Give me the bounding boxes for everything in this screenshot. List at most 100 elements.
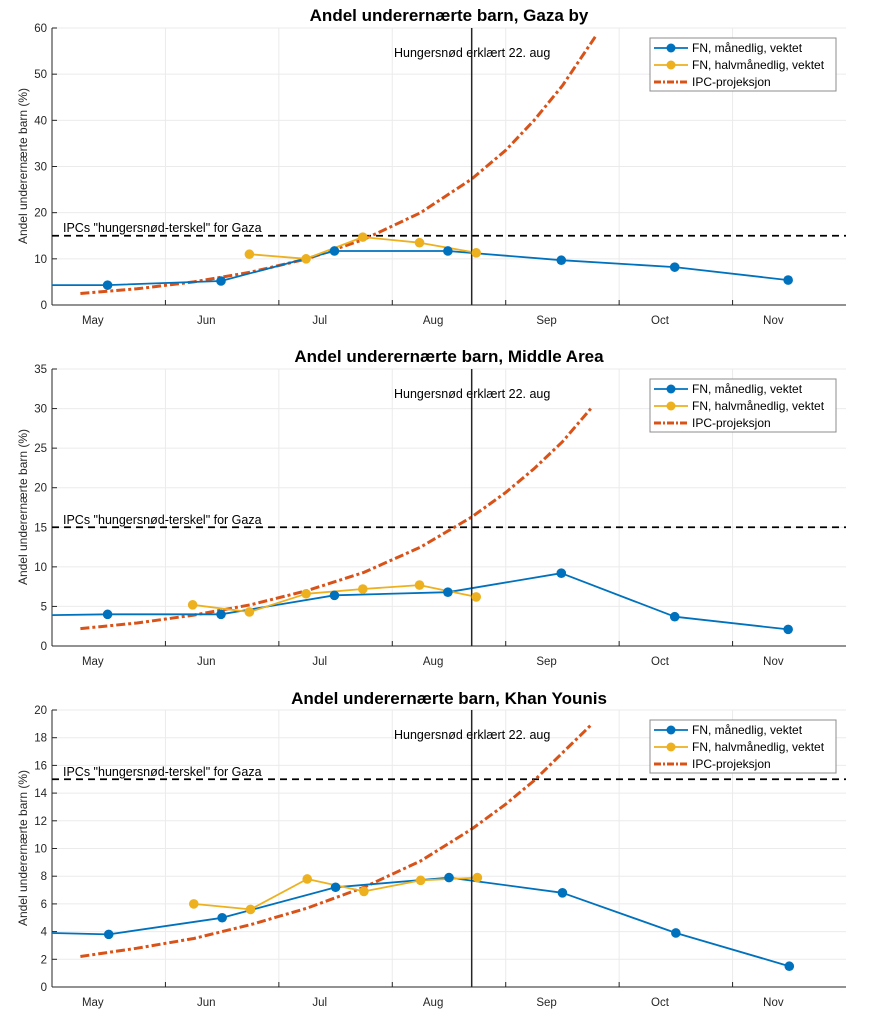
halfmonthly-point (359, 886, 369, 897)
monthly-point (217, 912, 227, 923)
x-tick-label: Oct (651, 315, 670, 327)
monthly-point (102, 609, 113, 620)
monthly-point (556, 255, 567, 266)
y-tick-label: 6 (41, 899, 47, 911)
threshold-label: IPCs "hungersnød-terskel" for Gaza (63, 765, 262, 779)
y-axis-label: Andel underernærte barn (%) (16, 770, 30, 926)
monthly-point (556, 568, 567, 578)
halfmonthly-point (357, 232, 368, 242)
legend-swatch-marker (666, 742, 676, 752)
halfmonthly-point (414, 237, 425, 248)
halfmonthly-point (357, 584, 368, 594)
x-tick-label: May (82, 997, 104, 1009)
x-tick-label: Oct (651, 997, 670, 1009)
monthly-point (329, 590, 340, 601)
y-tick-label: 18 (34, 733, 47, 745)
legend-swatch-marker (666, 401, 676, 411)
legend-label: FN, halvmånedlig, vektet (692, 399, 825, 413)
legend: FN, månedlig, vektet FN, halvmånedlig, ve… (649, 378, 837, 433)
x-tick-label: May (82, 315, 104, 327)
x-tick-label: Jun (197, 997, 216, 1009)
halfmonthly-point (301, 254, 311, 264)
monthly-point (329, 246, 340, 256)
y-tick-label: 30 (34, 404, 47, 416)
y-tick-label: 30 (34, 162, 47, 174)
monthly-point (557, 888, 568, 898)
x-tick-label: Sep (536, 656, 556, 668)
vline-label: Hungersnød erklært 22. aug (394, 46, 550, 60)
chart-title: Andel underernærte barn, Khan Younis (291, 689, 607, 708)
legend-label: FN, månedlig, vektet (692, 41, 803, 55)
monthly-point (783, 624, 793, 635)
monthly-point (671, 928, 681, 938)
y-tick-label: 35 (34, 364, 47, 376)
halfmonthly-point (302, 874, 313, 884)
y-tick-label: 12 (34, 816, 47, 828)
monthly-point (783, 275, 793, 285)
x-tick-label: Jul (312, 656, 327, 668)
x-tick-label: Aug (423, 997, 443, 1009)
monthly-point (669, 262, 680, 272)
y-tick-label: 15 (34, 522, 47, 534)
y-tick-label: 16 (34, 760, 47, 772)
legend-label: FN, månedlig, vektet (692, 382, 803, 396)
monthly-point (102, 280, 113, 290)
halfmonthly-point (301, 588, 311, 599)
x-tick-label: Aug (423, 656, 443, 668)
y-tick-label: 2 (41, 954, 47, 966)
monthly-line (52, 250, 789, 287)
legend-swatch-marker (666, 725, 676, 735)
halfmonthly-point (414, 580, 425, 590)
data-layer (52, 369, 793, 646)
y-axis-label: Andel underernærte barn (%) (16, 429, 30, 585)
y-tick-label: 0 (41, 641, 47, 653)
halfmonthly-point (187, 600, 198, 610)
monthly-point (103, 929, 114, 940)
y-tick-label: 40 (34, 115, 47, 127)
vline-label: Hungersnød erklært 22. aug (394, 387, 550, 401)
legend-label: IPC-projeksjon (692, 757, 771, 771)
x-tick-label: Jun (197, 315, 216, 327)
y-tick-label: 60 (34, 23, 47, 35)
x-tick-label: Jul (312, 315, 327, 327)
halfmonthly-point (471, 248, 482, 258)
y-tick-label: 0 (41, 982, 47, 994)
panel-middle-area: 0 5 10 15 20 25 30 35 May Jun Jul Aug Sep Oct Nov Ande… (16, 347, 846, 668)
monthly-line (52, 876, 790, 968)
x-tick-label: Sep (536, 997, 556, 1009)
panel-gaza-by: 0 10 20 30 40 50 60 May Jun Jul Aug Sep Oct Nov Andel… (16, 6, 846, 327)
projection-line (80, 407, 592, 631)
x-tick-label: Nov (763, 997, 784, 1009)
legend-swatch-marker (666, 60, 676, 70)
y-tick-label: 20 (34, 705, 47, 717)
vline-label: Hungersnød erklært 22. aug (394, 728, 550, 742)
y-axis-label: Andel underernærte barn (%) (16, 88, 30, 244)
x-tick-label: Oct (651, 656, 670, 668)
y-tick-label: 10 (34, 844, 47, 856)
monthly-point (216, 609, 226, 620)
legend-swatch-marker (666, 43, 676, 53)
legend-label: FN, månedlig, vektet (692, 723, 803, 737)
x-tick-label: May (82, 656, 104, 668)
halfmonthly-point (244, 607, 255, 617)
y-tick-label: 5 (41, 601, 47, 613)
y-tick-label: 10 (34, 562, 47, 574)
x-tick-label: Sep (536, 315, 556, 327)
y-tick-label: 0 (41, 300, 47, 312)
monthly-point (444, 872, 454, 883)
halfmonthly-point (244, 249, 255, 260)
x-tick-label: Nov (763, 656, 784, 668)
y-tick-label: 14 (34, 788, 47, 800)
x-tick-label: Jun (197, 656, 216, 668)
chart-title: Andel underernærte barn, Middle Area (294, 347, 604, 366)
monthly-point (330, 882, 341, 893)
halfmonthly-point (415, 875, 426, 886)
data-layer (52, 710, 795, 987)
y-tick-label: 25 (34, 443, 47, 455)
monthly-point (784, 961, 795, 972)
x-tick-label: Jul (312, 997, 327, 1009)
legend-label: FN, halvmånedlig, vektet (692, 58, 825, 72)
legend-label: IPC-projeksjon (692, 75, 771, 89)
data-layer (52, 28, 793, 305)
